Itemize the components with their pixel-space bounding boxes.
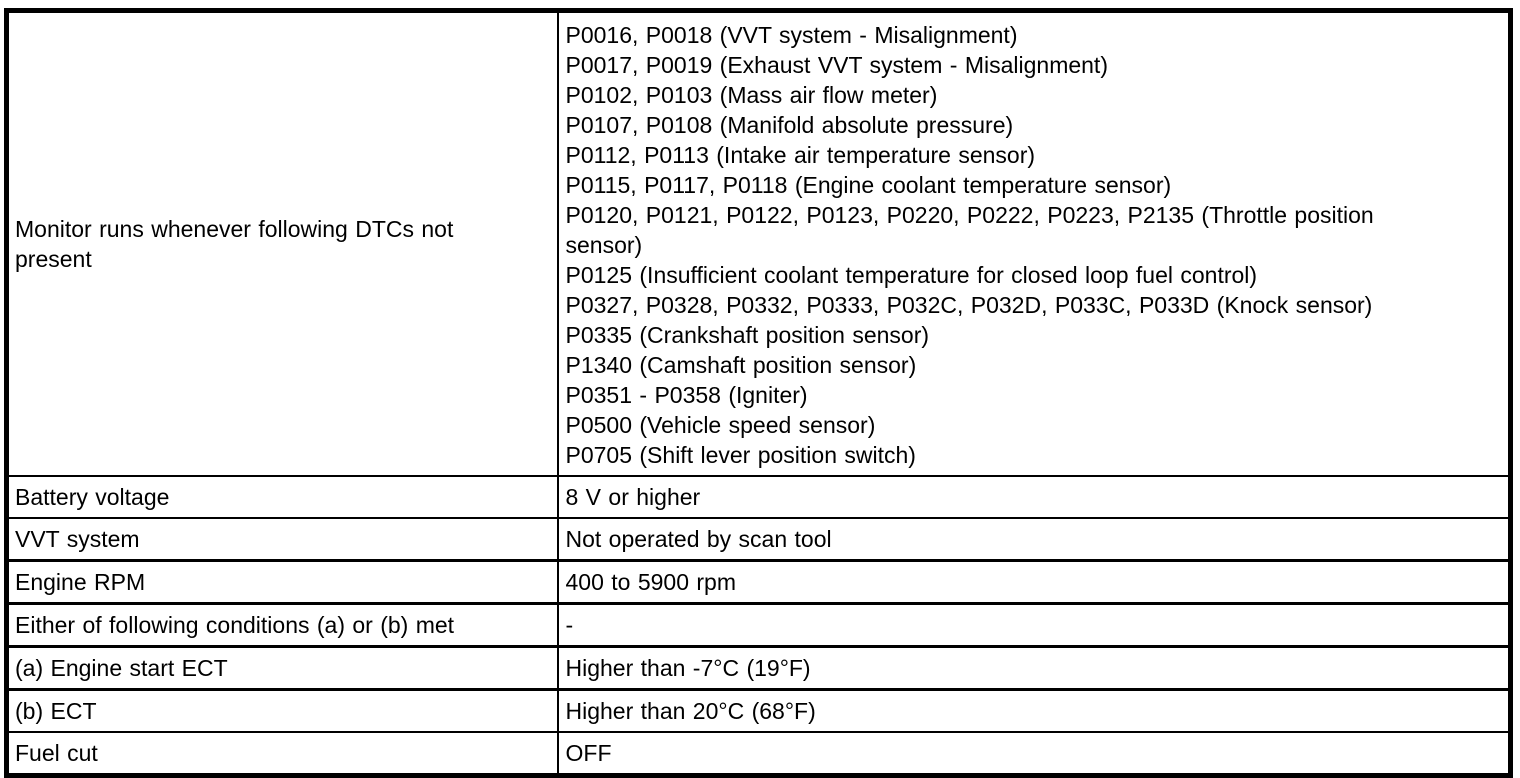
table-row: Fuel cut OFF [6,731,1511,776]
row-value-cell: Higher than -7°C (19°F) [557,645,1511,690]
row-label-cell: Monitor runs whenever following DTCs not… [6,10,559,476]
row-value-cell: Higher than 20°C (68°F) [557,688,1511,732]
row-label-cell: Either of following conditions (a) or (b… [6,602,559,647]
table-row: (b) ECT Higher than 20°C (68°F) [6,688,1511,732]
table-row: Either of following conditions (a) or (b… [6,602,1511,647]
row-value-cell: OFF [557,731,1511,776]
monitor-conditions-table: Monitor runs whenever following DTCs not… [4,8,1513,778]
row-value-cell: 8 V or higher [557,475,1511,518]
row-value-cell: P0016, P0018 (VVT system - Misalignment)… [565,22,1374,468]
row-label-cell: Engine RPM [6,559,559,604]
table-row: (a) Engine start ECT Higher than -7°C (1… [6,645,1511,690]
table-body: Monitor runs whenever following DTCs not… [6,10,1511,776]
row-value-cell: 400 to 5900 rpm [557,559,1511,604]
row-value-cell: Not operated by scan tool [557,517,1511,561]
row-value-cell: - [557,602,1511,647]
row-label-cell: (a) Engine start ECT [6,645,559,690]
table-row: Monitor runs whenever following DTCs not… [6,10,1511,476]
row-label-cell: Fuel cut [6,731,559,776]
row-label-cell: (b) ECT [6,688,559,732]
table-row: Engine RPM 400 to 5900 rpm [6,559,1511,604]
row-label-cell: VVT system [6,517,559,561]
row-label-cell: Battery voltage [6,475,559,518]
table-row: Battery voltage 8 V or higher [6,475,1511,518]
table-row: VVT system Not operated by scan tool [6,517,1511,561]
